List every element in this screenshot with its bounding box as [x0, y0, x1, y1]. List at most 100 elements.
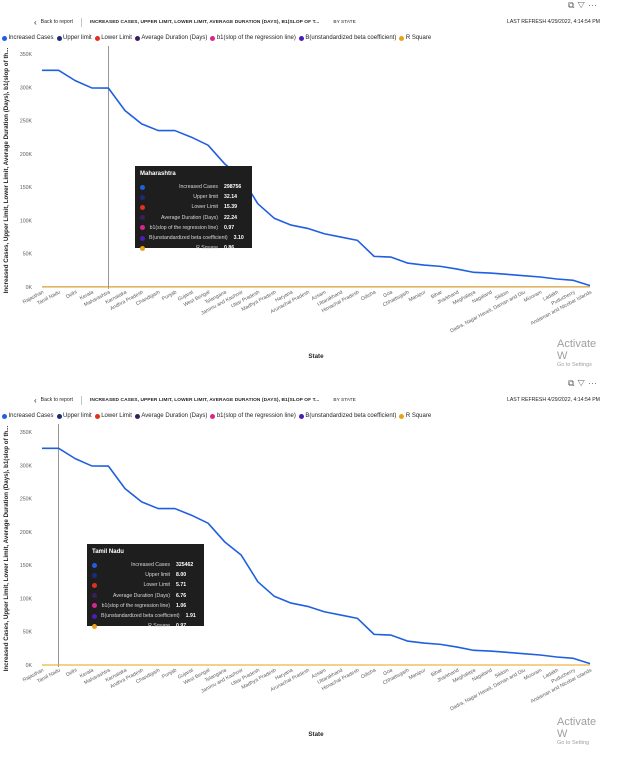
x-tick-label: Delhi	[65, 667, 78, 678]
chart-tooltip: Tamil Nadu Increased Cases 325462 Upper lim…	[87, 544, 204, 630]
tooltip-value: 5.71	[176, 582, 187, 589]
x-tick-label: Goa	[382, 289, 393, 299]
legend-item[interactable]: Increased Cases	[2, 35, 54, 41]
y-tick-label: 300K	[20, 463, 33, 469]
legend-item[interactable]: B(unstandardized beta coefficient)	[298, 413, 396, 419]
y-tick-label: 250K	[20, 497, 33, 503]
back-label: Back to report	[40, 397, 73, 403]
tooltip-label: Increased Cases	[179, 184, 218, 191]
legend-label: R Square	[405, 35, 432, 41]
legend-item[interactable]: Upper limit	[56, 413, 92, 419]
legend-item[interactable]: Upper limit	[56, 35, 92, 41]
x-tick-label: Delhi	[65, 289, 78, 300]
chart-legend: Increased Cases Upper limit Lower Limit Ave…	[2, 413, 431, 419]
visual-subtitle: BY STATE	[333, 397, 356, 403]
tooltip-dot-icon	[140, 204, 145, 210]
tooltip-dot-icon	[92, 582, 97, 588]
tooltip-value: 0.97	[224, 224, 235, 231]
tooltip-row: B(unstandardized beta coefficient) 1.91	[92, 611, 198, 621]
legend-dot-icon	[56, 35, 62, 41]
tooltip-row: b1(slop of the regression line) 1.06	[92, 601, 198, 611]
tooltip-label: Average Duration (Days)	[161, 214, 218, 221]
tooltip-row: Increased Cases 325462	[92, 560, 198, 570]
tooltip-row: Upper limit 8.00	[92, 570, 198, 580]
copy-icon[interactable]: ⧉	[567, 378, 578, 388]
chart-panel-2: ⧉▽⋯ ‹ Back to report INCREASED CASES, UP…	[0, 378, 600, 753]
watermark-line2: Go to Settings	[557, 362, 592, 368]
tooltip-dot-icon	[140, 225, 145, 231]
x-tick-label: Manipur	[408, 667, 427, 681]
tooltip-dot-icon	[140, 194, 145, 200]
tooltip-value: 8.00	[176, 572, 187, 579]
tooltip-label: b1(slop of the regression line)	[101, 602, 170, 609]
y-tick-label: 200K	[20, 530, 33, 536]
tooltip-dot-icon	[92, 613, 97, 619]
more-options-icon[interactable]: ⋯	[587, 0, 600, 10]
series-line[interactable]	[42, 69, 591, 287]
x-axis-label: State	[308, 731, 324, 738]
chevron-left-icon: ‹	[34, 395, 37, 405]
tooltip-dot-icon	[92, 572, 97, 578]
legend-label: b1(slop of the regression line)	[216, 413, 296, 419]
back-to-report-button[interactable]: ‹ Back to report	[34, 395, 82, 405]
legend-label: Upper limit	[63, 413, 92, 419]
legend-label: b1(slop of the regression line)	[216, 35, 296, 41]
visual-header-icons: ⧉▽⋯	[568, 0, 600, 11]
tooltip-row: Increased Cases 298756	[140, 182, 246, 192]
activate-windows-watermark: Activate W Go to Setting	[557, 716, 600, 746]
filter-icon[interactable]: ▽	[577, 378, 588, 388]
legend-item[interactable]: R Square	[399, 413, 431, 419]
back-to-report-button[interactable]: ‹ Back to report	[34, 17, 82, 27]
legend-item[interactable]: b1(slop of the regression line)	[210, 35, 296, 41]
visual-header-icons: ⧉▽⋯	[568, 378, 600, 389]
tooltip-dot-icon	[92, 623, 97, 629]
legend-item[interactable]: R Square	[399, 35, 431, 41]
legend-item[interactable]: B(unstandardized beta coefficient)	[298, 35, 396, 41]
legend-item[interactable]: Average Duration (Days)	[134, 413, 208, 419]
legend-dot-icon	[210, 413, 216, 419]
legend-item[interactable]: Lower Limit	[94, 35, 132, 41]
legend-label: Average Duration (Days)	[141, 413, 208, 419]
more-options-icon[interactable]: ⋯	[587, 378, 600, 388]
activate-windows-watermark: Activate W Go to Settings	[557, 338, 600, 368]
tooltip-row: Average Duration (Days) 22.24	[140, 213, 246, 223]
series-line[interactable]	[42, 447, 591, 665]
y-tick-label: 250K	[20, 119, 33, 125]
copy-icon[interactable]: ⧉	[567, 0, 578, 10]
legend-label: R Square	[405, 413, 432, 419]
legend-label: Lower Limit	[101, 35, 132, 41]
y-tick-label: 350K	[20, 52, 33, 58]
legend-label: Increased Cases	[8, 413, 54, 419]
focus-mode-header: ‹ Back to report INCREASED CASES, UPPER …	[34, 16, 600, 28]
legend-dot-icon	[2, 35, 7, 41]
tooltip-label: B(unstandardized beta coefficient)	[149, 235, 228, 242]
x-tick-label: Mizoram	[523, 667, 543, 681]
last-refresh: LAST REFRESH 4/29/2022, 4:14:54 PM	[506, 19, 600, 25]
tooltip-value: 298756	[224, 184, 242, 191]
tooltip-dot-icon	[140, 215, 145, 221]
tooltip-dot-icon	[140, 245, 145, 251]
legend-dot-icon	[298, 35, 304, 41]
x-tick-label: Punjab	[161, 667, 178, 680]
tooltip-dot-icon	[92, 603, 97, 609]
tooltip-row: R Square 0.86	[140, 243, 246, 253]
visual-title: INCREASED CASES, UPPER LIMIT, LOWER LIMI…	[89, 397, 320, 403]
x-tick-label: Odisha	[360, 667, 377, 680]
tooltip-label: Upper limit	[193, 194, 218, 201]
line-chart[interactable]: 0K 50K 100K 150K 200K 250K 300K 350K Increased C…	[0, 0, 600, 375]
legend-item[interactable]: Lower Limit	[94, 413, 132, 419]
legend-item[interactable]: Average Duration (Days)	[134, 35, 207, 41]
tooltip-value: 0.97	[176, 623, 187, 630]
tooltip-label: B(unstandardized beta coefficient)	[101, 613, 180, 620]
x-tick-label: Odisha	[360, 289, 377, 302]
tooltip-value: 1.06	[176, 602, 187, 609]
y-tick-label: 200K	[20, 152, 33, 158]
line-chart[interactable]: 0K 50K 100K 150K 200K 250K 300K 350K Increased C…	[0, 378, 600, 753]
legend-item[interactable]: Increased Cases	[2, 413, 54, 419]
legend-item[interactable]: b1(slop of the regression line)	[210, 413, 296, 419]
tooltip-dot-icon	[140, 235, 145, 241]
legend-dot-icon	[399, 413, 405, 419]
chart-legend: Increased Cases Upper limit Lower Limit Ave…	[2, 35, 431, 41]
filter-icon[interactable]: ▽	[577, 0, 588, 10]
y-tick-label: 150K	[20, 185, 33, 191]
